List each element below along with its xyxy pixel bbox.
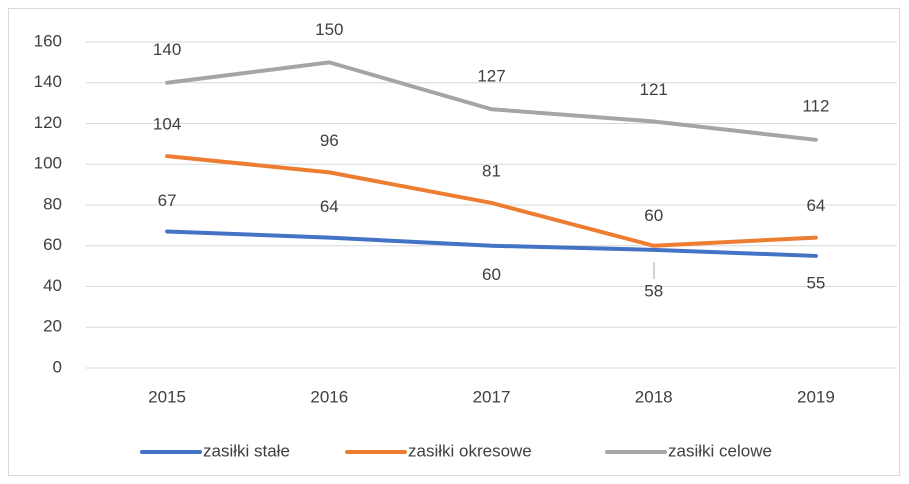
legend-label: zasiłki okresowe bbox=[408, 441, 532, 460]
data-label: 64 bbox=[806, 196, 825, 215]
series-line bbox=[165, 60, 818, 142]
data-label: 64 bbox=[320, 197, 339, 216]
y-tick-label: 100 bbox=[34, 154, 62, 173]
data-label: 96 bbox=[320, 131, 339, 150]
data-label: 140 bbox=[153, 40, 181, 59]
data-label: 55 bbox=[806, 273, 825, 292]
x-tick-label: 2018 bbox=[635, 387, 673, 406]
y-tick-label: 160 bbox=[34, 31, 62, 50]
data-label: 81 bbox=[482, 161, 501, 180]
x-tick-label: 2016 bbox=[310, 387, 348, 406]
data-label: 67 bbox=[158, 191, 177, 210]
data-label: 127 bbox=[477, 67, 505, 86]
data-label: 121 bbox=[640, 80, 668, 99]
y-tick-label: 140 bbox=[34, 72, 62, 91]
legend-label: zasiłki stałe bbox=[203, 441, 290, 460]
data-label: 60 bbox=[482, 265, 501, 284]
x-tick-label: 2019 bbox=[797, 387, 835, 406]
y-tick-label: 40 bbox=[43, 276, 62, 295]
data-label: 58 bbox=[644, 281, 663, 300]
x-tick-label: 2017 bbox=[473, 387, 511, 406]
data-label: 104 bbox=[153, 115, 181, 134]
series-line bbox=[165, 229, 818, 258]
y-tick-label: 120 bbox=[34, 113, 62, 132]
legend-label: zasiłki celowe bbox=[668, 441, 772, 460]
x-tick-label: 2015 bbox=[148, 387, 186, 406]
data-label: 150 bbox=[315, 20, 343, 39]
y-tick-label: 0 bbox=[53, 357, 62, 376]
y-tick-label: 60 bbox=[43, 235, 62, 254]
data-label: 60 bbox=[644, 206, 663, 225]
y-tick-label: 20 bbox=[43, 317, 62, 336]
series-line bbox=[165, 154, 818, 248]
data-label: 112 bbox=[802, 96, 829, 115]
y-tick-label: 80 bbox=[43, 194, 62, 213]
